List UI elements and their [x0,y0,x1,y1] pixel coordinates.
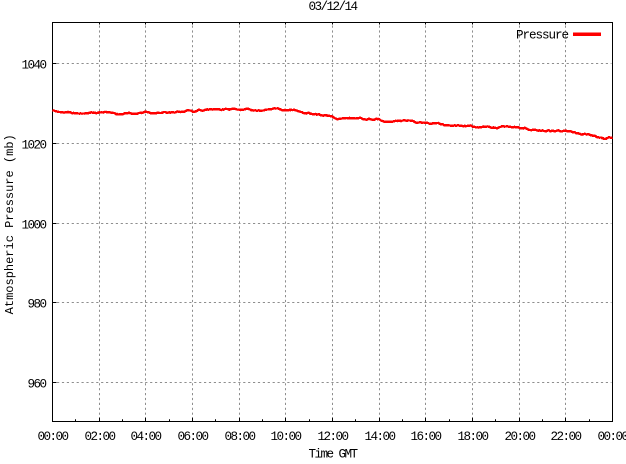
svg-text:08:00: 08:00 [225,430,256,444]
svg-text:1020: 1020 [22,139,47,153]
svg-text:12:00: 12:00 [318,430,349,444]
svg-text:18:00: 18:00 [458,430,489,444]
svg-text:1040: 1040 [22,59,47,73]
svg-text:03/12/14: 03/12/14 [309,0,358,14]
svg-text:Pressure: Pressure [516,29,568,43]
svg-text:980: 980 [28,298,47,312]
svg-text:02:00: 02:00 [85,430,116,444]
svg-text:Atmospheric Pressure (mb): Atmospheric Pressure (mb) [3,134,17,314]
svg-text:1000: 1000 [22,219,47,233]
svg-text:20:00: 20:00 [505,430,536,444]
svg-text:04:00: 04:00 [131,430,162,444]
svg-text:960: 960 [28,378,47,392]
svg-text:16:00: 16:00 [411,430,442,444]
svg-text:22:00: 22:00 [551,430,582,444]
svg-text:00:00: 00:00 [598,430,626,444]
svg-text:10:00: 10:00 [271,430,302,444]
svg-text:Time GMT: Time GMT [309,447,359,459]
svg-text:06:00: 06:00 [178,430,209,444]
svg-text:14:00: 14:00 [365,430,396,444]
svg-text:00:00: 00:00 [38,430,69,444]
